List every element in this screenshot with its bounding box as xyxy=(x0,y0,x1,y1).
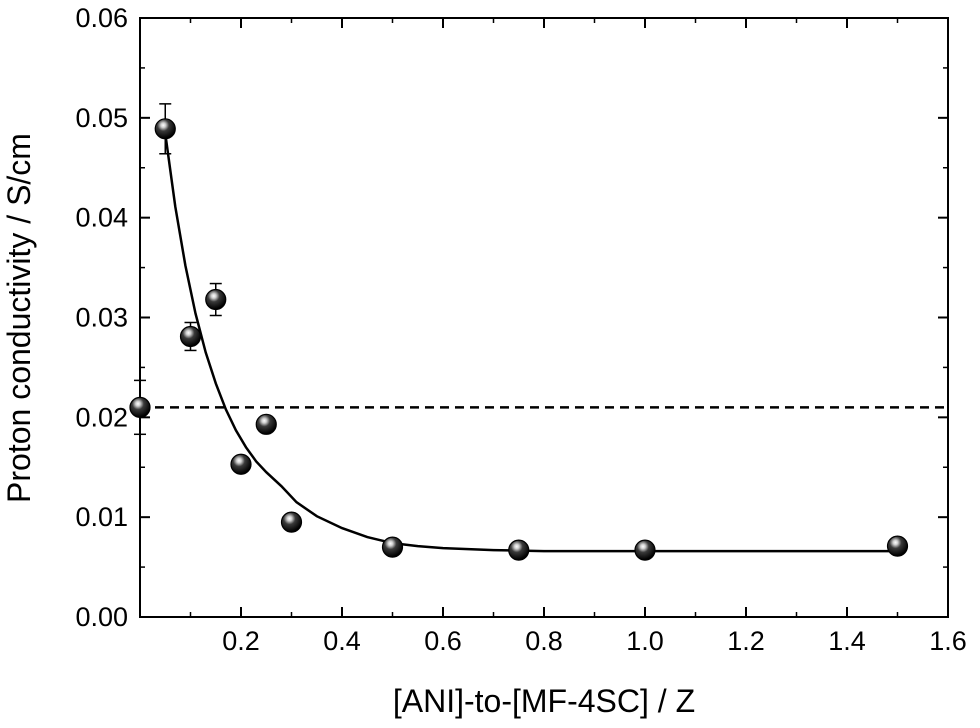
x-tick-label: 1.0 xyxy=(626,626,664,656)
data-point xyxy=(508,539,530,561)
fit-curve xyxy=(164,133,898,553)
data-point xyxy=(255,413,277,435)
x-tick-label: 1.2 xyxy=(727,626,765,656)
data-marker xyxy=(280,511,303,533)
data-point xyxy=(886,535,909,557)
y-tick-label: 0.00 xyxy=(75,602,128,632)
data-marker xyxy=(205,288,227,311)
data-marker xyxy=(634,539,656,561)
x-axis-ticks: 0.2 0.4 0.6 0.8 1.0 1.2 1.4 1.6 xyxy=(189,18,967,656)
y-tick-label: 0.01 xyxy=(75,502,128,532)
data-point xyxy=(230,453,252,475)
data-point xyxy=(205,282,227,317)
data-point xyxy=(129,379,151,436)
x-tick-label: 0.4 xyxy=(323,626,361,656)
y-tick-label: 0.03 xyxy=(75,303,128,333)
y-axis-ticks: 0.00 0.01 0.02 0.03 0.04 0.05 0.06 xyxy=(75,3,948,632)
data-point xyxy=(381,536,404,558)
data-marker xyxy=(381,536,404,558)
data-marker xyxy=(886,535,909,557)
data-point xyxy=(280,511,303,533)
plot-frame xyxy=(139,17,949,618)
x-tick-label: 1.6 xyxy=(929,626,967,656)
data-marker xyxy=(508,539,530,561)
data-marker xyxy=(179,325,202,348)
y-tick-label: 0.04 xyxy=(75,203,128,233)
data-marker xyxy=(230,453,252,475)
y-tick-label: 0.02 xyxy=(75,402,128,432)
x-tick-label: 0.6 xyxy=(424,626,462,656)
x-axis-label: [ANI]-to-[MF-4SC] / Z xyxy=(393,683,695,719)
data-marker xyxy=(154,118,176,140)
x-tick-label: 0.2 xyxy=(222,626,260,656)
data-point xyxy=(179,321,202,352)
y-axis-label: Proton conductivity / S/cm xyxy=(1,133,37,503)
y-tick-label: 0.05 xyxy=(75,103,128,133)
data-point xyxy=(154,103,176,155)
x-tick-label: 0.8 xyxy=(525,626,563,656)
data-marker xyxy=(129,396,151,418)
x-tick-label: 1.4 xyxy=(828,626,866,656)
data-points xyxy=(129,103,909,561)
y-tick-label: 0.06 xyxy=(75,3,128,33)
data-point xyxy=(634,539,656,561)
data-marker xyxy=(255,413,277,435)
